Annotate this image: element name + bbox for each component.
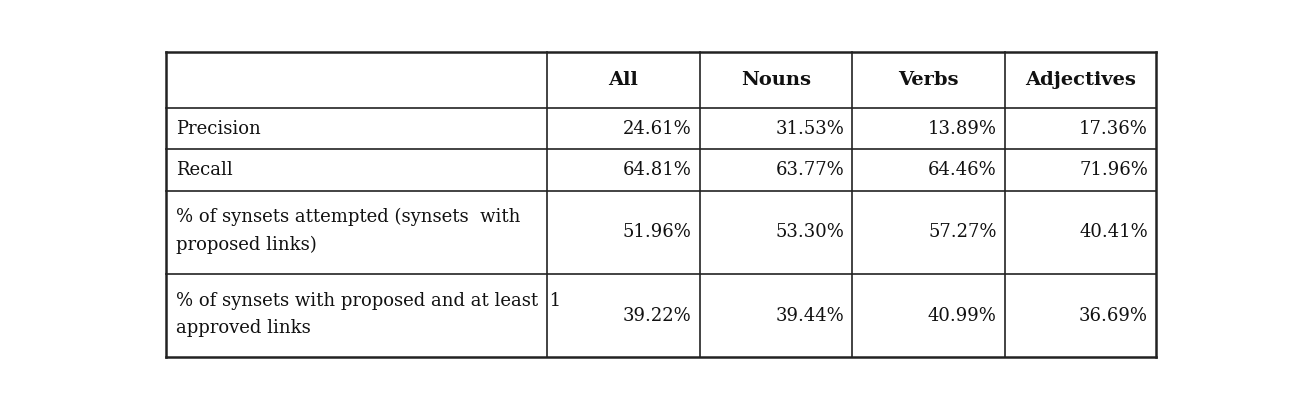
Text: Nouns: Nouns xyxy=(740,71,811,89)
Text: 31.53%: 31.53% xyxy=(775,120,844,138)
Text: 63.77%: 63.77% xyxy=(775,161,844,179)
Text: 51.96%: 51.96% xyxy=(623,223,691,241)
Text: proposed links): proposed links) xyxy=(177,236,317,254)
Text: All: All xyxy=(609,71,639,89)
Text: 13.89%: 13.89% xyxy=(928,120,997,138)
Text: 40.41%: 40.41% xyxy=(1080,223,1148,241)
Text: approved links: approved links xyxy=(177,319,311,337)
Text: 64.81%: 64.81% xyxy=(623,161,691,179)
Text: 36.69%: 36.69% xyxy=(1078,307,1148,325)
Text: 24.61%: 24.61% xyxy=(623,120,691,138)
Text: % of synsets attempted (synsets  with: % of synsets attempted (synsets with xyxy=(177,208,521,226)
Text: Precision: Precision xyxy=(177,120,261,138)
Text: 39.44%: 39.44% xyxy=(775,307,844,325)
Text: 40.99%: 40.99% xyxy=(928,307,997,325)
Text: 17.36%: 17.36% xyxy=(1080,120,1148,138)
Text: 53.30%: 53.30% xyxy=(775,223,844,241)
Text: 57.27%: 57.27% xyxy=(928,223,997,241)
Text: Verbs: Verbs xyxy=(898,71,958,89)
Text: 64.46%: 64.46% xyxy=(928,161,997,179)
Text: Adjectives: Adjectives xyxy=(1024,71,1135,89)
Text: 39.22%: 39.22% xyxy=(623,307,691,325)
Text: % of synsets with proposed and at least  1: % of synsets with proposed and at least … xyxy=(177,292,561,310)
Text: 71.96%: 71.96% xyxy=(1080,161,1148,179)
Text: Recall: Recall xyxy=(177,161,233,179)
